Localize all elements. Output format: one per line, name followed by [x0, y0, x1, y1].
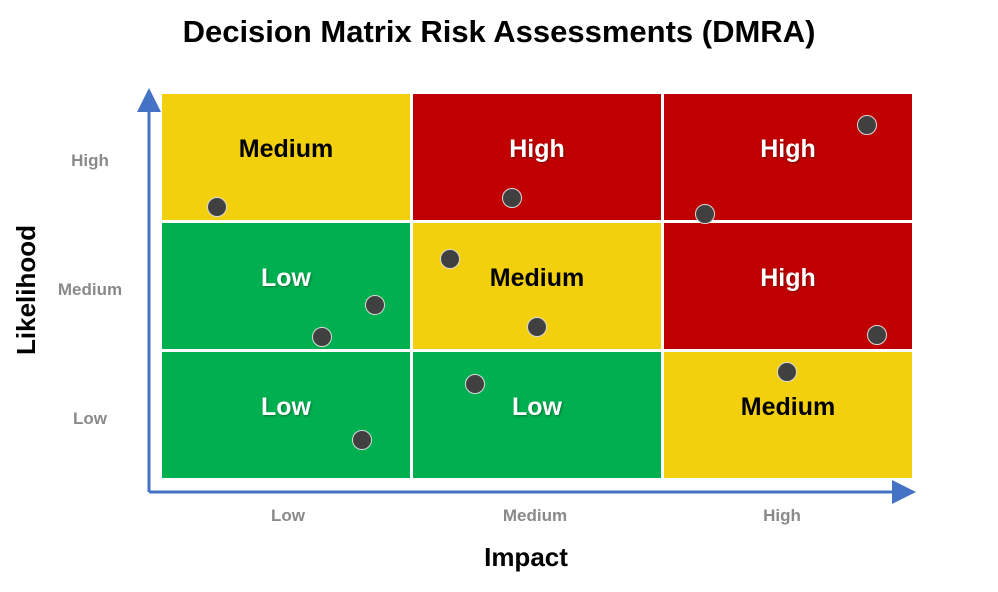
cell-label: Low	[261, 392, 311, 421]
cell-label: High	[509, 134, 565, 163]
risk-point	[364, 295, 385, 315]
risk-point	[857, 114, 877, 135]
x-tick-high: High	[763, 506, 801, 525]
risk-point	[352, 430, 372, 451]
cell-medium-likelihood-low-impact: Low	[162, 223, 410, 349]
cell-label: Low	[261, 263, 311, 292]
risk-point	[439, 248, 460, 269]
risk-point	[502, 188, 522, 209]
y-tick-medium: Medium	[57, 280, 123, 299]
risk-point	[312, 327, 332, 348]
risk-point	[867, 324, 887, 345]
cell-low-likelihood-medium-impact: Low	[413, 352, 661, 478]
cell-label: High	[760, 263, 816, 292]
chart-title: Decision Matrix Risk Assessments (DMRA)	[182, 14, 816, 49]
cell-low-likelihood-low-impact: Low	[162, 352, 410, 478]
risk-point	[694, 203, 715, 224]
risk-point	[527, 316, 547, 337]
cell-label: High	[760, 134, 816, 163]
cell-label: Medium	[740, 392, 836, 421]
cell-label: Medium	[489, 263, 585, 292]
risk-point	[464, 373, 485, 394]
cell-label: Low	[512, 392, 562, 421]
cell-high-likelihood-low-impact: Medium	[162, 94, 410, 220]
y-tick-low: Low	[73, 409, 107, 428]
cell-label: Medium	[238, 134, 334, 163]
x-tick-medium: Medium	[502, 506, 568, 525]
x-axis-label: Impact	[484, 542, 568, 572]
risk-point	[207, 197, 227, 218]
cell-high-likelihood-high-impact: High	[664, 94, 912, 220]
x-tick-low: Low	[271, 506, 305, 525]
y-axis-label: Likelihood	[11, 225, 41, 355]
risk-point	[777, 361, 797, 382]
y-tick-high: High	[71, 151, 109, 170]
cell-high-likelihood-medium-impact: High	[413, 94, 661, 220]
